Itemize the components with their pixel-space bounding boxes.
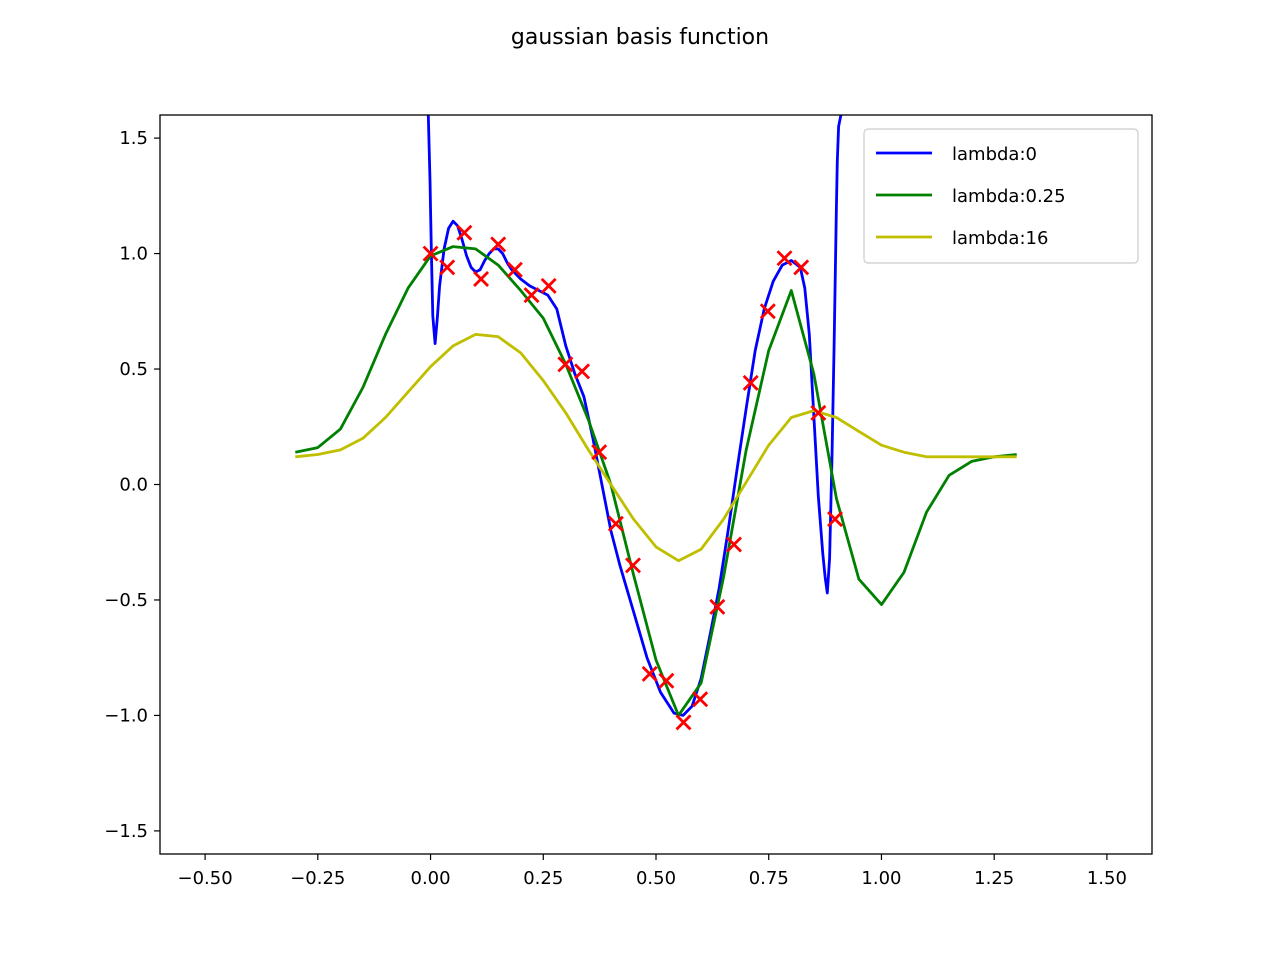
data-point xyxy=(793,259,810,276)
data-point xyxy=(827,511,844,528)
y-tick-label: −0.5 xyxy=(104,590,148,611)
data-point xyxy=(591,444,608,461)
data-point xyxy=(523,287,540,304)
x-tick-label: −0.25 xyxy=(290,868,345,889)
data-point xyxy=(439,259,456,276)
data-point xyxy=(675,714,692,731)
data-point xyxy=(625,557,641,574)
y-tick-label: 0.0 xyxy=(119,475,148,496)
data-point xyxy=(490,236,507,253)
x-tick-label: 1.50 xyxy=(1087,868,1127,889)
y-tick-label: 1.0 xyxy=(119,244,148,265)
series-line-0 xyxy=(426,115,843,717)
x-tick-label: 0.00 xyxy=(411,868,451,889)
y-tick-label: −1.0 xyxy=(104,705,148,726)
x-tick-label: 0.50 xyxy=(636,868,676,889)
legend-label-2: lambda:16 xyxy=(952,228,1048,249)
x-tick-label: 0.75 xyxy=(749,868,789,889)
data-point xyxy=(709,598,726,615)
y-tick-label: −1.5 xyxy=(104,821,148,842)
legend-box xyxy=(863,128,1139,264)
data-point xyxy=(506,261,523,278)
data-point xyxy=(810,404,827,421)
data-point xyxy=(776,250,793,267)
y-axis: −1.5 −1.0 −0.5 0.0 0.5 1.0 1.5 xyxy=(104,128,160,842)
chart-title: gaussian basis function xyxy=(511,25,769,50)
data-point xyxy=(759,303,776,320)
data-point xyxy=(540,277,557,294)
data-point xyxy=(742,374,759,391)
series-line-2 xyxy=(295,333,1017,563)
x-tick-label: 1.25 xyxy=(974,868,1014,889)
legend: lambda:0 lambda:0.25 lambda:16 xyxy=(863,128,1139,264)
data-point xyxy=(422,245,439,262)
y-tick-label: 1.5 xyxy=(119,128,148,149)
series-line-1 xyxy=(295,245,1017,717)
data-point xyxy=(456,224,473,241)
data-point xyxy=(658,672,675,689)
data-point xyxy=(557,356,574,373)
y-tick-label: 0.5 xyxy=(119,359,148,380)
legend-label-1: lambda:0.25 xyxy=(952,186,1066,207)
data-point xyxy=(574,363,591,380)
data-point xyxy=(692,691,709,708)
x-axis: −0.50 −0.25 0.00 0.25 0.50 0.75 1.00 1.25 1.50 xyxy=(178,854,1127,889)
x-tick-label: −0.50 xyxy=(178,868,233,889)
data-point xyxy=(473,270,490,287)
data-point xyxy=(641,665,658,682)
x-tick-label: 1.00 xyxy=(861,868,901,889)
data-point xyxy=(607,515,624,532)
series-layer xyxy=(295,115,1017,717)
points-layer xyxy=(422,224,844,731)
data-point xyxy=(726,536,742,553)
legend-label-0: lambda:0 xyxy=(952,144,1037,165)
x-tick-label: 0.25 xyxy=(523,868,563,889)
